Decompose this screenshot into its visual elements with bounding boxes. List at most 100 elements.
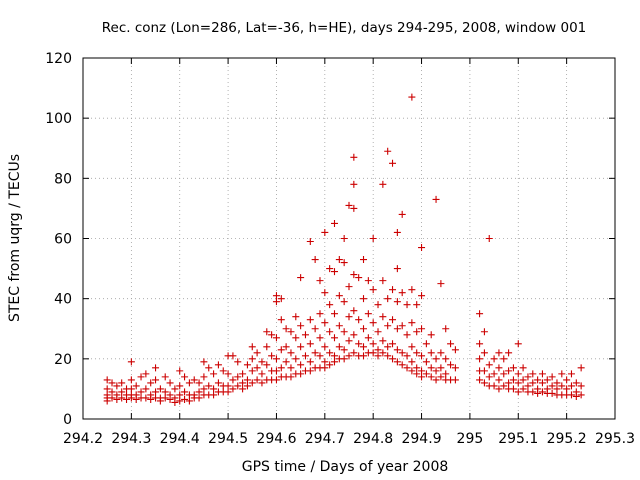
data-point [118, 379, 126, 387]
data-point [408, 286, 416, 294]
data-point [127, 385, 135, 393]
data-point [364, 310, 372, 318]
data-point [398, 349, 406, 357]
data-point [176, 391, 184, 399]
data-point [127, 394, 135, 402]
data-point [321, 319, 329, 327]
data-point [355, 316, 363, 324]
data-point [408, 93, 416, 101]
data-point [490, 355, 498, 363]
data-point [572, 379, 580, 387]
data-point [152, 376, 160, 384]
data-point [567, 382, 575, 390]
data-point [234, 373, 242, 381]
data-point [534, 389, 542, 397]
data-point [239, 370, 247, 378]
data-point [340, 235, 348, 242]
data-point [103, 397, 111, 405]
data-point [108, 394, 116, 402]
data-point [563, 385, 571, 393]
data-point [185, 379, 193, 387]
data-point [451, 364, 459, 372]
data-point [152, 388, 160, 396]
data-point [297, 322, 305, 330]
data-point [490, 382, 498, 390]
data-point [418, 244, 426, 252]
data-point [306, 367, 314, 375]
data-point [543, 376, 551, 384]
data-point [306, 340, 314, 348]
data-point [200, 385, 208, 393]
data-point [572, 392, 580, 400]
data-point [389, 355, 397, 363]
data-point [263, 328, 271, 336]
data-point [156, 385, 164, 393]
data-point [176, 382, 184, 390]
data-point [413, 328, 421, 336]
data-point [350, 331, 358, 339]
x-tick-label: 294.8 [353, 431, 393, 447]
data-point [147, 395, 155, 403]
data-point [224, 370, 232, 378]
data-point [132, 395, 140, 403]
data-point [389, 286, 397, 294]
data-point [330, 268, 338, 276]
data-point [137, 388, 145, 396]
data-point [205, 382, 213, 390]
data-point [442, 355, 450, 363]
data-point [306, 358, 314, 366]
data-point [374, 346, 382, 354]
data-point [393, 298, 401, 306]
data-point [379, 313, 387, 321]
y-tick-label: 0 [63, 412, 72, 428]
data-point [355, 274, 363, 282]
data-point [113, 382, 121, 390]
data-point [389, 340, 397, 348]
y-tick-label: 20 [54, 352, 72, 368]
y-axis-label: STEC from uqrg / TECUs [7, 154, 23, 322]
data-point [558, 382, 566, 390]
data-point [364, 277, 372, 285]
x-tick-label: 294.5 [208, 431, 248, 447]
data-point [393, 265, 401, 273]
data-point [505, 349, 513, 357]
data-point [379, 277, 387, 285]
data-point [529, 370, 537, 378]
data-point [442, 325, 450, 333]
data-point [384, 147, 392, 155]
data-point [176, 367, 184, 375]
data-point [195, 379, 203, 387]
data-point [326, 301, 334, 309]
data-point [442, 370, 450, 378]
data-point [480, 349, 488, 357]
data-point [389, 159, 397, 167]
data-point [345, 313, 353, 321]
data-point [277, 346, 285, 354]
data-point [306, 316, 314, 324]
data-point [263, 361, 271, 369]
data-point [427, 349, 435, 357]
data-point [538, 379, 546, 387]
data-point [292, 355, 300, 363]
data-point [374, 328, 382, 336]
data-point [408, 367, 416, 375]
data-point [166, 395, 174, 403]
data-point [379, 349, 387, 357]
data-point [548, 382, 556, 390]
data-point [330, 358, 338, 366]
data-point [161, 388, 169, 396]
data-point [335, 322, 343, 330]
data-point [476, 355, 484, 363]
data-point [326, 349, 334, 357]
data-point [432, 355, 440, 363]
data-point [321, 358, 329, 366]
data-point [350, 180, 358, 188]
data-point [340, 298, 348, 306]
data-point [519, 364, 527, 372]
data-point [292, 334, 300, 342]
x-tick-label: 295.2 [547, 431, 587, 447]
data-point [345, 283, 353, 291]
data-point [243, 361, 251, 369]
data-point [311, 256, 319, 264]
data-point [413, 349, 421, 357]
